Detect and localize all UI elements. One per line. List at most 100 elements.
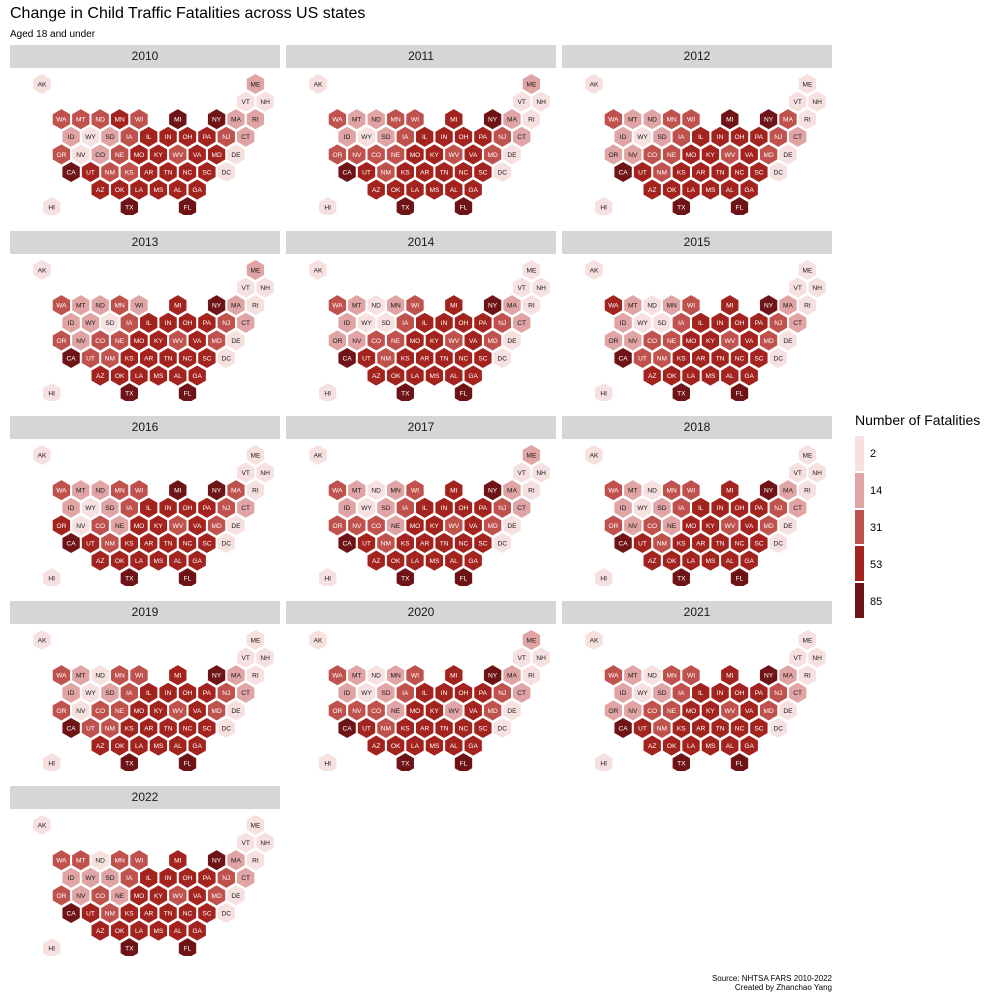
state-hex-md: MD <box>482 699 503 722</box>
state-label: UT <box>362 540 371 547</box>
state-label: AL <box>726 187 734 194</box>
state-hex-shape <box>492 125 512 148</box>
state-label: MI <box>450 673 457 680</box>
state-hex-shape <box>521 72 542 96</box>
state-hex-ak: AK <box>584 443 604 467</box>
state-hex-wv: WV <box>720 143 740 166</box>
state-hex-shape <box>681 143 701 166</box>
state-hex-shape <box>720 143 740 166</box>
state-hex-md: MD <box>758 699 779 722</box>
state-hex-shape <box>463 514 483 537</box>
state-hex-wy: WY <box>632 125 653 148</box>
state-hex-shape <box>710 311 730 334</box>
state-hex-ct: CT <box>512 125 532 148</box>
state-hex-shape <box>32 813 52 837</box>
state-label: CT <box>793 320 802 327</box>
state-label: MS <box>705 743 715 750</box>
state-hex-shape <box>642 108 662 131</box>
state-label: KS <box>677 725 686 732</box>
facet-strip-label: 2022 <box>10 786 280 809</box>
state-label: TN <box>440 355 449 362</box>
state-hex-shape <box>778 108 798 131</box>
state-label: AZ <box>372 743 380 750</box>
state-hex-shape <box>395 196 415 215</box>
state-hex-shape <box>197 311 217 334</box>
state-hex-dc: DC <box>216 901 236 925</box>
state-hex-shape <box>463 329 483 352</box>
state-hex-shape <box>71 108 91 131</box>
state-hex-shape <box>129 178 149 201</box>
state-hex-wa: WA <box>51 108 72 131</box>
state-hex-ga: GA <box>739 178 759 201</box>
state-hex-shape <box>444 734 464 757</box>
state-hex-ar: AR <box>691 160 711 184</box>
state-hex-shape <box>729 681 750 704</box>
state-label: VT <box>793 285 801 292</box>
state-hex-shape <box>691 311 711 334</box>
state-label: OR <box>56 893 66 900</box>
state-label: MI <box>726 673 733 680</box>
state-hex-az: AZ <box>366 734 386 757</box>
state-hex-ak: AK <box>308 628 328 652</box>
state-hex-shape <box>405 479 425 502</box>
state-label: RI <box>528 488 535 495</box>
state-hex-shape <box>671 681 691 704</box>
state-hex-la: LA <box>129 364 149 387</box>
state-hex-shape <box>168 479 188 502</box>
state-hex-shape <box>347 108 367 131</box>
state-hex-mo: MO <box>405 514 425 537</box>
state-label: NC <box>735 725 745 732</box>
state-hex-shape <box>119 196 139 215</box>
state-hex-shape <box>482 514 503 537</box>
facet-strip-label: 2011 <box>286 45 556 68</box>
state-hex-shape <box>453 196 474 215</box>
state-label: SC <box>202 355 211 362</box>
state-label: TX <box>125 391 134 398</box>
state-hex-shape <box>109 178 130 201</box>
state-hex-shape <box>366 734 386 757</box>
state-hex-shape <box>197 531 217 555</box>
state-label: SC <box>202 540 211 547</box>
state-hex-shape <box>661 143 682 166</box>
state-hex-hi: HI <box>42 196 62 215</box>
state-hex-shape <box>42 937 62 956</box>
state-hex-sc: SC <box>749 160 769 184</box>
state-label: DC <box>498 725 508 732</box>
state-hex-shape <box>594 752 614 771</box>
state-hex-shape <box>395 752 415 771</box>
state-label: FL <box>184 576 192 583</box>
state-hex-shape <box>797 479 818 502</box>
state-hex-sc: SC <box>473 531 493 555</box>
state-hex-shape <box>492 160 512 184</box>
state-hex-nd: ND <box>90 294 110 317</box>
state-hex-shape <box>681 664 701 687</box>
state-hex-ny: NY <box>482 108 503 131</box>
state-label: NC <box>735 540 745 547</box>
state-label: TX <box>125 205 134 212</box>
state-label: ME <box>250 81 260 88</box>
state-label: ID <box>344 690 351 697</box>
state-hex-ny: NY <box>482 479 503 502</box>
state-hex-ny: NY <box>482 664 503 687</box>
state-hex-mo: MO <box>405 143 425 166</box>
state-label: MN <box>114 858 124 865</box>
state-hex-shape <box>168 549 188 572</box>
state-hex-mi: MI <box>720 664 740 687</box>
state-hex-oh: OH <box>177 311 198 334</box>
state-hex-ok: OK <box>661 549 682 572</box>
state-label: NJ <box>222 134 230 141</box>
state-hex-ks: KS <box>395 346 415 370</box>
state-hex-shape <box>366 514 386 537</box>
state-label: MT <box>76 858 86 865</box>
state-label: CT <box>517 505 526 512</box>
state-hex-shape <box>502 294 522 317</box>
state-hex-shape <box>226 514 246 537</box>
state-hex-shape <box>613 716 633 740</box>
state-hex-id: ID <box>613 311 633 334</box>
state-hex-me: ME <box>245 813 266 837</box>
state-label: MI <box>726 488 733 495</box>
state-hex-shape <box>71 849 91 872</box>
state-hex-ga: GA <box>187 364 207 387</box>
state-label: WY <box>85 690 96 697</box>
state-label: NV <box>628 338 638 345</box>
